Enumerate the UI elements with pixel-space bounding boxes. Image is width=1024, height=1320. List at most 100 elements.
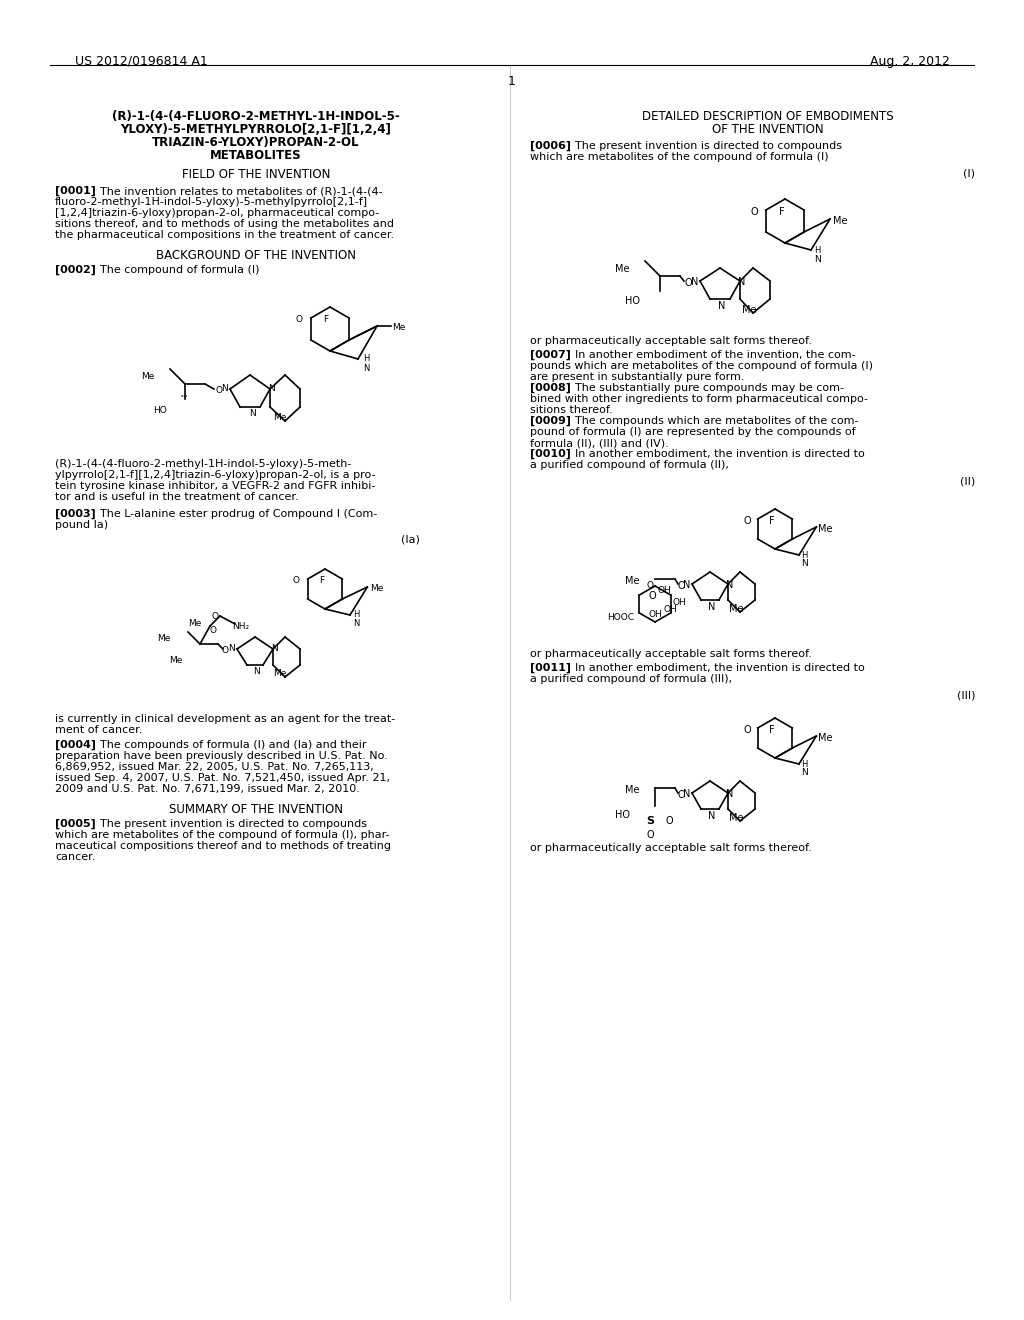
Text: The present invention is directed to compounds: The present invention is directed to com… xyxy=(575,141,842,150)
Text: pound of formula (I) are represented by the compounds of: pound of formula (I) are represented by … xyxy=(530,426,856,437)
Text: [1,2,4]triazin-6-yloxy)propan-2-ol, pharmaceutical compo-: [1,2,4]triazin-6-yloxy)propan-2-ol, phar… xyxy=(55,209,379,218)
Text: ment of cancer.: ment of cancer. xyxy=(55,725,142,735)
Text: F: F xyxy=(769,516,775,525)
Text: the pharmaceutical compositions in the treatment of cancer.: the pharmaceutical compositions in the t… xyxy=(55,230,394,240)
Text: [0001]: [0001] xyxy=(55,186,96,197)
Text: F: F xyxy=(324,315,329,323)
Text: [0002]: [0002] xyxy=(55,265,96,276)
Text: [0004]: [0004] xyxy=(55,741,96,750)
Text: O: O xyxy=(665,816,673,826)
Text: O: O xyxy=(215,385,222,395)
Text: BACKGROUND OF THE INVENTION: BACKGROUND OF THE INVENTION xyxy=(156,249,356,261)
Text: Me: Me xyxy=(615,264,630,275)
Text: or pharmaceutically acceptable salt forms thereof.: or pharmaceutically acceptable salt form… xyxy=(530,843,812,853)
Text: 1: 1 xyxy=(508,75,516,88)
Text: O: O xyxy=(293,576,300,585)
Text: sitions thereof.: sitions thereof. xyxy=(530,405,612,414)
Text: S: S xyxy=(646,816,654,826)
Text: OH: OH xyxy=(657,586,671,595)
Text: N: N xyxy=(254,667,260,676)
Text: (R)-1-(4-(4-FLUORO-2-METHYL-1H-INDOL-5-: (R)-1-(4-(4-FLUORO-2-METHYL-1H-INDOL-5- xyxy=(112,110,400,123)
Text: O: O xyxy=(646,581,653,590)
Text: Me: Me xyxy=(626,785,640,795)
Text: The L-alanine ester prodrug of Compound I (Com-: The L-alanine ester prodrug of Compound … xyxy=(100,510,377,519)
Text: HO: HO xyxy=(615,810,630,820)
Text: O: O xyxy=(677,581,685,591)
Text: HO: HO xyxy=(154,407,167,414)
Text: are present in substantially pure form.: are present in substantially pure form. xyxy=(530,372,744,381)
Text: O: O xyxy=(684,279,692,288)
Text: The present invention is directed to compounds: The present invention is directed to com… xyxy=(100,818,367,829)
Text: [0005]: [0005] xyxy=(55,818,96,829)
Text: H: H xyxy=(353,610,359,619)
Text: H: H xyxy=(814,246,820,255)
Text: or pharmaceutically acceptable salt forms thereof.: or pharmaceutically acceptable salt form… xyxy=(530,337,812,346)
Text: N: N xyxy=(726,579,733,590)
Text: In another embodiment, the invention is directed to: In another embodiment, the invention is … xyxy=(575,449,864,459)
Text: N: N xyxy=(801,558,808,568)
Text: N: N xyxy=(683,789,690,799)
Text: NH₂: NH₂ xyxy=(232,622,249,631)
Text: a purified compound of formula (III),: a purified compound of formula (III), xyxy=(530,675,732,684)
Text: YLOXY)-5-METHYLPYRROLO[2,1-F][1,2,4]: YLOXY)-5-METHYLPYRROLO[2,1-F][1,2,4] xyxy=(121,123,391,136)
Text: N: N xyxy=(718,301,726,312)
Text: O: O xyxy=(222,645,229,655)
Text: METABOLITES: METABOLITES xyxy=(210,149,302,162)
Text: HOOC: HOOC xyxy=(607,612,635,622)
Text: or pharmaceutically acceptable salt forms thereof.: or pharmaceutically acceptable salt form… xyxy=(530,649,812,659)
Text: 6,869,952, issued Mar. 22, 2005, U.S. Pat. No. 7,265,113,: 6,869,952, issued Mar. 22, 2005, U.S. Pa… xyxy=(55,762,374,772)
Text: [0003]: [0003] xyxy=(55,510,96,519)
Text: O: O xyxy=(751,207,758,216)
Text: cancer.: cancer. xyxy=(55,851,95,862)
Text: Me: Me xyxy=(834,216,848,226)
Text: US 2012/0196814 A1: US 2012/0196814 A1 xyxy=(75,55,208,69)
Text: which are metabolites of the compound of formula (I), phar-: which are metabolites of the compound of… xyxy=(55,830,389,840)
Text: Aug. 2, 2012: Aug. 2, 2012 xyxy=(870,55,950,69)
Text: N: N xyxy=(221,384,228,393)
Text: ylpyrrolo[2,1-f][1,2,4]triazin-6-yloxy)propan-2-ol, is a pro-: ylpyrrolo[2,1-f][1,2,4]triazin-6-yloxy)p… xyxy=(55,470,376,480)
Text: [0006]: [0006] xyxy=(530,141,571,152)
Text: OH: OH xyxy=(664,605,678,614)
Text: N: N xyxy=(738,277,745,286)
Text: Me: Me xyxy=(392,323,406,333)
Text: N: N xyxy=(271,644,278,653)
Text: N: N xyxy=(268,384,274,393)
Text: O: O xyxy=(210,626,217,635)
Text: Me: Me xyxy=(818,733,833,743)
Text: OF THE INVENTION: OF THE INVENTION xyxy=(712,123,824,136)
Text: In another embodiment, the invention is directed to: In another embodiment, the invention is … xyxy=(575,663,864,673)
Text: Me: Me xyxy=(371,583,384,593)
Text: tor and is useful in the treatment of cancer.: tor and is useful in the treatment of ca… xyxy=(55,492,299,502)
Text: O: O xyxy=(212,612,218,620)
Text: Me: Me xyxy=(741,305,757,315)
Text: DETAILED DESCRIPTION OF EMBODIMENTS: DETAILED DESCRIPTION OF EMBODIMENTS xyxy=(642,110,894,123)
Text: In another embodiment of the invention, the com-: In another embodiment of the invention, … xyxy=(575,350,856,360)
Text: N: N xyxy=(709,602,716,612)
Text: TRIAZIN-6-YLOXY)PROPAN-2-OL: TRIAZIN-6-YLOXY)PROPAN-2-OL xyxy=(153,136,359,149)
Text: (III): (III) xyxy=(956,690,975,700)
Text: '''': '''' xyxy=(180,393,187,400)
Text: [0011]: [0011] xyxy=(530,663,571,673)
Text: fluoro-2-methyl-1H-indol-5-yloxy)-5-methylpyrrolo[2,1-f]: fluoro-2-methyl-1H-indol-5-yloxy)-5-meth… xyxy=(55,197,368,207)
Text: preparation have been previously described in U.S. Pat. No.: preparation have been previously describ… xyxy=(55,751,388,762)
Text: formula (II), (III) and (IV).: formula (II), (III) and (IV). xyxy=(530,438,669,447)
Text: which are metabolites of the compound of formula (I): which are metabolites of the compound of… xyxy=(530,152,828,162)
Text: 2009 and U.S. Pat. No. 7,671,199, issued Mar. 2, 2010.: 2009 and U.S. Pat. No. 7,671,199, issued… xyxy=(55,784,359,795)
Text: [0007]: [0007] xyxy=(530,350,570,360)
Text: The invention relates to metabolites of (R)-1-(4-(4-: The invention relates to metabolites of … xyxy=(100,186,383,195)
Text: O: O xyxy=(296,315,303,323)
Text: tein tyrosine kinase inhibitor, a VEGFR-2 and FGFR inhibi-: tein tyrosine kinase inhibitor, a VEGFR-… xyxy=(55,480,376,491)
Text: N: N xyxy=(690,277,698,286)
Text: Me: Me xyxy=(729,813,743,822)
Text: [0010]: [0010] xyxy=(530,449,570,459)
Text: H: H xyxy=(801,550,807,560)
Text: O: O xyxy=(743,516,751,525)
Text: N: N xyxy=(683,579,690,590)
Text: (I): (I) xyxy=(963,168,975,178)
Text: issued Sep. 4, 2007, U.S. Pat. No. 7,521,450, issued Apr. 21,: issued Sep. 4, 2007, U.S. Pat. No. 7,521… xyxy=(55,774,390,783)
Text: Me: Me xyxy=(141,372,155,381)
Text: pounds which are metabolites of the compound of formula (I): pounds which are metabolites of the comp… xyxy=(530,360,873,371)
Text: N: N xyxy=(362,364,370,374)
Text: SUMMARY OF THE INVENTION: SUMMARY OF THE INVENTION xyxy=(169,803,343,816)
Text: OH: OH xyxy=(648,610,662,619)
